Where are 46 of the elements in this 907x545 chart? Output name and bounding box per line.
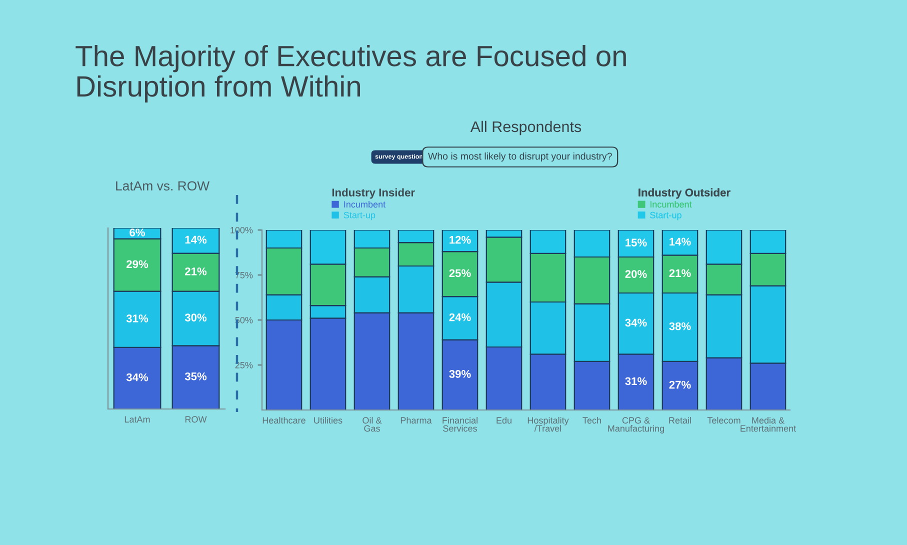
legend-label: Start-up bbox=[344, 212, 376, 220]
data-label: 31% bbox=[126, 314, 148, 322]
text: Industry Insider bbox=[332, 188, 415, 199]
chart-title: All Respondents bbox=[470, 120, 582, 136]
data-label: 35% bbox=[184, 372, 207, 380]
data-label: 38% bbox=[669, 322, 691, 330]
chart-subtitle: LatAm vs. ROW bbox=[116, 181, 210, 191]
data-label: 6% bbox=[130, 228, 145, 236]
data-label: 34% bbox=[126, 373, 148, 382]
chart-subtitle: Who is most likely to disrupt your industry? bbox=[428, 152, 612, 162]
data-label: 20% bbox=[625, 270, 647, 278]
x-tick-label: Media & Entertainment bbox=[740, 416, 796, 432]
text: Industry Outsider bbox=[638, 188, 730, 199]
x-tick-label: CPG & Manufacturing bbox=[608, 417, 664, 434]
y-tick-label: 25% bbox=[235, 362, 253, 368]
x-tick-label: Retail bbox=[669, 416, 691, 424]
legend-label: Incumbent bbox=[650, 200, 692, 208]
x-tick-label: Financial Services bbox=[442, 416, 478, 432]
data-label: 21% bbox=[669, 269, 691, 278]
data-label: 30% bbox=[184, 314, 207, 322]
x-tick-label: Hospitality /Travel bbox=[528, 416, 569, 432]
x-tick-label: Tech bbox=[582, 416, 601, 424]
legend-label: Start-up bbox=[650, 212, 682, 220]
data-label: 15% bbox=[626, 238, 647, 246]
x-tick-label: LatAm bbox=[124, 416, 150, 423]
data-label: 14% bbox=[670, 238, 691, 246]
data-label: 21% bbox=[185, 267, 207, 276]
data-label: 34% bbox=[625, 318, 647, 327]
x-tick-label: Edu bbox=[496, 416, 512, 424]
data-label: 31% bbox=[625, 377, 647, 386]
data-label: 12% bbox=[450, 236, 471, 244]
text: The Majority of Executives are Focused on Disruption from Within bbox=[76, 45, 626, 103]
data-label: 25% bbox=[449, 269, 471, 278]
data-label: 14% bbox=[185, 236, 207, 244]
x-tick-label: Healthcare bbox=[262, 416, 306, 424]
x-tick-label: Telecom bbox=[707, 416, 740, 424]
y-tick-label: 100% bbox=[230, 226, 253, 234]
data-label: 24% bbox=[449, 313, 471, 322]
x-tick-label: Oil & Gas bbox=[362, 416, 382, 432]
x-tick-label: Pharma bbox=[400, 416, 432, 424]
data-label: 27% bbox=[669, 380, 691, 389]
data-label: 29% bbox=[126, 260, 148, 268]
text: Incumbent bbox=[344, 200, 386, 208]
x-tick-label: ROW bbox=[185, 416, 207, 423]
x-tick-label: Utilities bbox=[314, 416, 342, 424]
data-label: 39% bbox=[449, 370, 471, 378]
